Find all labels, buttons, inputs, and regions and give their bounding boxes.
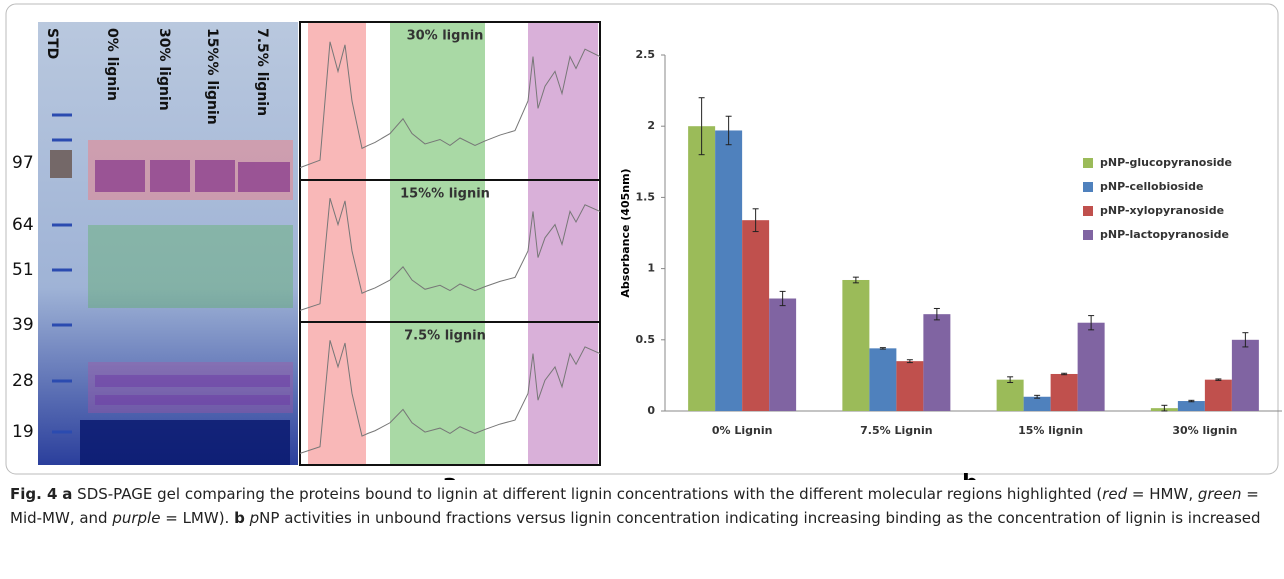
mw-marker: 19 (12, 422, 34, 442)
caption-text: green (1197, 485, 1242, 503)
mw-marker: 97 (12, 153, 34, 173)
legend-label: pNP-xylopyranoside (1100, 204, 1224, 217)
bar (1204, 379, 1232, 411)
legend-swatch (1083, 206, 1093, 216)
lane-label: STD (44, 28, 60, 59)
mw-marker: 39 (12, 315, 34, 335)
hmw-region (88, 140, 293, 200)
y-tick-label: 0.5 (636, 333, 656, 346)
bar (769, 298, 797, 411)
figure-border (5, 3, 1279, 475)
density-trace (299, 340, 601, 454)
legend-label: pNP-lactopyranoside (1100, 228, 1229, 241)
caption-text: purple (112, 509, 161, 527)
bar (923, 314, 951, 411)
legend-swatch (1083, 182, 1093, 192)
bar (688, 126, 716, 411)
trace-label: 7.5% lignin (404, 329, 486, 344)
x-tick-label: 30% lignin (1172, 424, 1237, 437)
caption-text: Fig. 4 (10, 485, 58, 503)
lmw-band (528, 23, 598, 179)
bar (1177, 401, 1205, 411)
legend-swatch (1083, 230, 1093, 240)
x-tick-label: 7.5% Lignin (860, 424, 932, 437)
caption-text: red (1102, 485, 1128, 503)
ladder (52, 113, 72, 434)
y-tick-label: 1.5 (636, 190, 656, 203)
bar (996, 379, 1024, 411)
mid-mw-region (88, 225, 293, 308)
y-tick-label: 2.5 (636, 48, 656, 61)
caption: Fig. 4 a SDS-PAGE gel comparing the prot… (10, 482, 1270, 530)
mw-marker: 28 (12, 371, 34, 391)
figure: STD 0% lignin 30% lignin 15%% lignin 7.5% li… (5, 3, 1282, 480)
bar (842, 279, 870, 411)
legend-label: pNP-cellobioside (1100, 180, 1203, 193)
lane-label: 15%% lignin (204, 28, 220, 125)
bar (742, 220, 770, 411)
panel-label: a (443, 471, 458, 480)
lane-label: 0% lignin (104, 28, 120, 101)
panel-label: b (962, 471, 978, 480)
trace-label: 30% lignin (407, 29, 484, 44)
bar (1050, 373, 1078, 411)
legend-label: pNP-glucopyranoside (1100, 156, 1232, 169)
caption-text: SDS-PAGE gel comparing the proteins boun… (77, 485, 1103, 503)
y-tick-label: 0 (647, 404, 655, 417)
caption-text: a (62, 485, 73, 503)
lane-bands (50, 150, 290, 465)
bar (715, 130, 743, 412)
x-tick-label: 0% Lignin (712, 424, 773, 437)
lmw-band (528, 323, 598, 464)
mw-marker: 64 (12, 215, 34, 235)
trace-label: 15%% lignin (400, 187, 490, 202)
y-axis-label: Absorbance (405nm) (619, 168, 632, 297)
bar (1231, 339, 1259, 411)
mw-marker: 51 (12, 260, 34, 280)
hmw-band (308, 181, 366, 321)
bar (1077, 322, 1105, 411)
density-trace (299, 41, 601, 169)
hmw-band (308, 323, 366, 464)
caption-text: = Mid-MW, and (10, 485, 1259, 527)
y-tick-label: 1 (647, 262, 655, 275)
caption-text: NP activities in unbound fractions versu… (259, 509, 1261, 527)
caption-text: b (234, 509, 245, 527)
density-trace (299, 198, 601, 311)
legend-swatch (1083, 158, 1093, 168)
lane-label: 7.5% lignin (254, 28, 270, 116)
lmw-region (88, 362, 293, 413)
bar (1023, 396, 1051, 411)
caption-text: = LMW). (160, 509, 230, 527)
mid-mw-band (390, 23, 485, 179)
bar (896, 361, 924, 411)
mid-mw-band (390, 323, 485, 464)
lmw-band (528, 181, 598, 321)
hmw-band (308, 23, 366, 179)
gel (38, 22, 298, 465)
y-tick-label: 2 (647, 119, 655, 132)
caption-text: = HMW, (1127, 485, 1198, 503)
caption-text: p (249, 509, 260, 527)
lane-label: 30% lignin (156, 28, 172, 111)
bar (869, 348, 897, 411)
mid-mw-band (390, 181, 485, 321)
x-tick-label: 15% lignin (1018, 424, 1083, 437)
